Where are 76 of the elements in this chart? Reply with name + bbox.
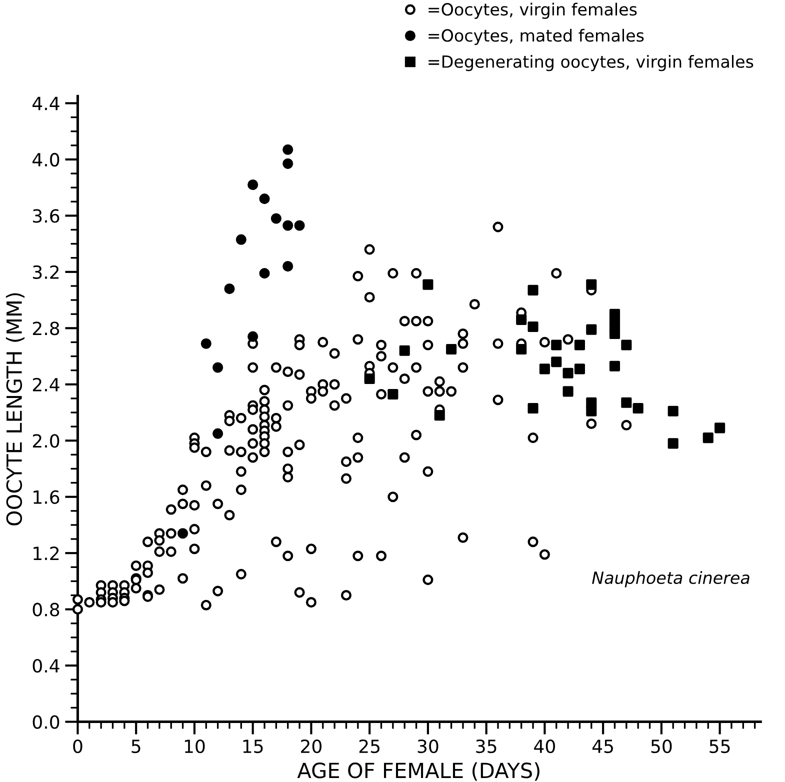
x-tick-label: 25 — [359, 739, 380, 754]
point — [609, 328, 620, 340]
point — [528, 321, 538, 332]
x-tick-label: 0 — [73, 739, 82, 754]
y-tick-label: 3.6 — [33, 209, 60, 223]
y-tick-label: 1.6 — [34, 490, 60, 504]
point — [282, 220, 294, 231]
point — [259, 268, 270, 279]
x-tick-label: 5 — [132, 740, 140, 754]
point — [516, 344, 527, 355]
point — [586, 279, 597, 290]
point — [212, 362, 224, 373]
x-tick-label: 40 — [534, 739, 555, 754]
point — [178, 528, 188, 539]
y-tick-label: 2.4 — [32, 378, 60, 392]
point — [282, 158, 294, 169]
point — [259, 194, 270, 204]
point — [282, 144, 294, 155]
point — [422, 279, 434, 290]
point — [364, 373, 375, 384]
point — [434, 410, 445, 421]
point — [668, 406, 678, 416]
point — [516, 314, 527, 325]
point — [446, 344, 457, 355]
point — [539, 364, 550, 374]
point — [586, 324, 597, 335]
point — [270, 213, 282, 224]
point — [562, 368, 574, 378]
point — [282, 261, 294, 272]
y-tick-label: 0.0 — [32, 715, 60, 729]
y-axis-title: OOCYTE LENGTH (MM) — [6, 293, 24, 526]
x-tick-label: 45 — [592, 740, 613, 754]
point — [248, 331, 258, 342]
point — [586, 406, 597, 416]
y-tick-label: 4.4 — [32, 96, 60, 110]
point — [248, 179, 258, 190]
y-tick-label: 0.8 — [32, 602, 60, 616]
point — [702, 432, 714, 444]
point — [224, 284, 235, 294]
y-tick-label: 2.0 — [32, 434, 60, 448]
point — [551, 340, 562, 350]
point — [294, 220, 305, 231]
point — [574, 340, 585, 350]
point — [621, 340, 632, 350]
x-axis-title: AGE OF FEMALE (DAYS) — [297, 762, 540, 781]
point — [399, 345, 410, 356]
y-tick-label: 1.2 — [34, 546, 59, 560]
point — [632, 403, 644, 414]
point — [236, 234, 246, 245]
legend-label: =Oocytes, mated females — [428, 28, 644, 46]
y-tick-label: 4.0 — [32, 152, 60, 167]
x-tick-label: 30 — [418, 739, 438, 754]
y-tick-label: 2.8 — [32, 322, 60, 336]
point — [528, 403, 538, 414]
x-tick-label: 50 — [651, 739, 672, 754]
point — [574, 364, 585, 374]
point — [621, 397, 632, 408]
point — [562, 386, 574, 397]
y-tick-label: 3.2 — [33, 265, 59, 280]
point — [714, 422, 726, 434]
annotation: Nauphoeta cinerea — [592, 571, 750, 588]
point — [212, 428, 224, 439]
y-tick-label: 0.4 — [32, 659, 60, 673]
point — [551, 356, 562, 368]
x-tick-label: 15 — [243, 740, 263, 754]
x-tick-label: 20 — [301, 739, 322, 754]
point — [609, 360, 620, 372]
point — [200, 338, 212, 349]
legend-label: =Oocytes, virgin females — [428, 2, 637, 19]
x-tick-label: 55 — [710, 740, 730, 754]
point — [388, 388, 398, 400]
point — [528, 284, 538, 296]
legend-label: =Degenerating oocytes, virgin females — [428, 55, 754, 72]
x-tick-label: 35 — [476, 739, 496, 754]
point — [668, 438, 678, 449]
x-tick-label: 10 — [184, 739, 205, 754]
